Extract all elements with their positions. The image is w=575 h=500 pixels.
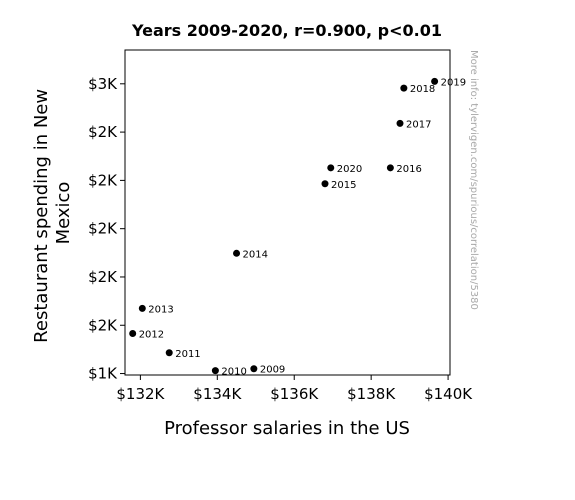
y-tick-label: $2K <box>88 268 118 286</box>
data-point <box>431 77 439 85</box>
y-tick-label: $2K <box>88 171 118 189</box>
y-axis: $1K $2K $2K $2K $2K $2K $3K <box>88 75 125 383</box>
y-tick-label: $1K <box>88 365 118 383</box>
y-axis-label-line-1: Restaurant spending in New <box>31 89 52 343</box>
x-axis: $132K $134K $136K $138K $140K <box>116 375 473 403</box>
data-point <box>400 84 408 92</box>
watermark-text: More info: tylervigen.com/spurious/corre… <box>468 50 479 310</box>
data-point <box>129 329 137 337</box>
data-point <box>396 119 404 127</box>
y-axis-label-line-2: Mexico <box>53 182 74 245</box>
x-tick-label: $132K <box>116 385 165 403</box>
data-point-label: 2017 <box>406 119 431 130</box>
y-axis-label: Restaurant spending in New Mexico <box>31 83 74 343</box>
x-tick-label: $136K <box>270 385 319 403</box>
data-point <box>321 180 329 188</box>
data-point <box>211 367 219 375</box>
x-tick-label: $134K <box>193 385 242 403</box>
data-point <box>386 164 394 172</box>
data-point-label: 2019 <box>441 77 466 88</box>
data-point-label: 2020 <box>337 164 362 175</box>
y-tick-label: $3K <box>88 75 118 93</box>
plot-area <box>124 49 451 376</box>
data-point-label: 2011 <box>175 349 200 360</box>
data-point <box>233 249 241 257</box>
data-points: 2009 2010 2011 2012 2013 2014 2015 2016 2017 2018… <box>129 77 466 378</box>
y-tick-label: $2K <box>88 123 118 141</box>
data-point-label: 2012 <box>139 329 164 340</box>
data-point-label: 2016 <box>396 164 421 175</box>
y-tick-label: $2K <box>88 220 118 238</box>
x-tick-label: $138K <box>347 385 396 403</box>
data-point-label: 2009 <box>260 365 285 376</box>
data-point <box>327 164 335 172</box>
y-tick-label: $2K <box>88 316 118 334</box>
x-axis-label: Professor salaries in the US <box>164 418 410 439</box>
data-point-label: 2014 <box>243 249 268 260</box>
data-point <box>165 349 173 357</box>
data-point <box>138 304 146 312</box>
data-point-label: 2013 <box>148 304 173 315</box>
chart-title: Years 2009-2020, r=0.900, p<0.01 <box>131 21 442 40</box>
data-point-label: 2010 <box>221 367 246 378</box>
x-tick-label: $140K <box>424 385 473 403</box>
data-point-label: 2018 <box>410 84 435 95</box>
data-point-label: 2015 <box>331 180 356 191</box>
data-point <box>250 365 258 373</box>
